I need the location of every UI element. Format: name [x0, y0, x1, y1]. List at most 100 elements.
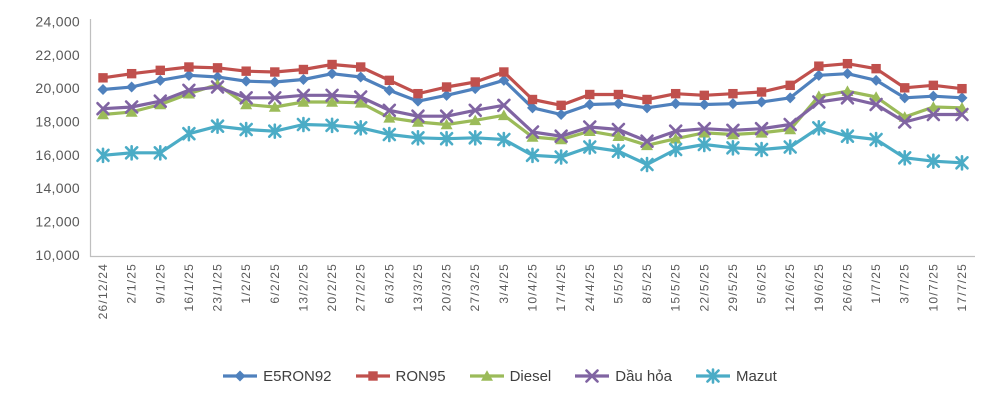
triangle-marker-icon [555, 133, 568, 145]
series-e5ron92 [97, 68, 968, 120]
asterisk-marker-icon [96, 147, 110, 164]
y-tick-label: 16,000 [35, 147, 80, 163]
diamond-marker-icon [383, 84, 395, 96]
x-marker-icon [640, 134, 654, 148]
square-marker-icon [728, 88, 738, 99]
square-marker-icon [556, 100, 566, 111]
y-axis-labels: 24,000 22,000 20,000 18,000 16,000 14,000 12,0… [35, 14, 80, 263]
diamond-marker-icon [670, 98, 682, 110]
diamond-marker-icon [234, 370, 246, 382]
x-tick-label: 5/6/25 [755, 263, 769, 304]
x-marker-icon [239, 91, 253, 105]
x-marker-icon [582, 120, 597, 134]
triangle-marker-icon [583, 125, 596, 136]
x-tick-label: 1/7/25 [869, 263, 883, 304]
square-marker-icon [126, 68, 137, 79]
x-tick-label: 26/12/24 [96, 263, 110, 319]
triangle-marker-icon [641, 139, 654, 151]
asterisk-marker-icon [706, 368, 720, 384]
y-tick-label: 10,000 [35, 247, 80, 263]
asterisk-marker-icon [840, 128, 855, 144]
x-marker-icon [955, 107, 969, 122]
square-marker-icon [499, 67, 509, 77]
x-marker-icon [439, 109, 454, 123]
legend-label: Diesel [509, 367, 552, 385]
x-tick-label: 8/5/25 [640, 263, 654, 304]
legend-item-e5ron92: E5RON92 [223, 367, 332, 385]
square-marker-icon [642, 94, 652, 105]
x-tick-label: 6/3/25 [382, 263, 396, 304]
diamond-marker-icon [154, 74, 166, 86]
y-tick-label: 20,000 [35, 80, 80, 96]
square-marker-icon [928, 80, 939, 91]
triangle-marker-icon [469, 114, 482, 126]
asterisk-marker-icon [267, 123, 282, 139]
square-marker-icon [384, 75, 395, 86]
square-marker-icon [184, 62, 194, 72]
diamond-marker-icon [126, 81, 138, 93]
asterisk-marker-icon [497, 131, 511, 148]
square-marker-icon [241, 66, 251, 76]
legend-label: Mazut [735, 367, 777, 385]
x-tick-label: 13/2/25 [296, 263, 310, 311]
y-tick-label: 24,000 [35, 14, 80, 30]
series-mazut [96, 116, 969, 173]
asterisk-marker-icon [668, 141, 683, 158]
asterisk-marker-icon [182, 125, 196, 142]
y-tick-label: 14,000 [35, 180, 80, 196]
asterisk-marker-icon [554, 149, 568, 165]
diamond-marker-icon [183, 69, 195, 81]
x-marker-icon [382, 103, 397, 118]
x-tick-label: 16/1/25 [182, 263, 196, 311]
x-marker-icon [840, 91, 855, 105]
x-marker-icon [124, 100, 139, 114]
x-marker-icon [554, 129, 568, 143]
diamond-marker-icon [899, 92, 911, 104]
x-marker-icon [812, 95, 826, 109]
asterisk-marker-icon [926, 153, 941, 169]
square-marker-icon [441, 82, 452, 92]
asterisk-marker-icon [210, 118, 225, 134]
diamond-marker-icon [297, 73, 309, 85]
triangle-marker-icon [125, 106, 138, 117]
square-marker-icon [355, 62, 366, 72]
x-marker-icon [585, 369, 600, 383]
x-marker-icon [897, 115, 912, 129]
square-marker-icon [270, 67, 280, 77]
square-marker-icon [670, 88, 681, 99]
x-tick-label: 27/3/25 [468, 263, 482, 311]
x-tick-label: 1/2/25 [239, 263, 253, 304]
x-marker-icon [726, 123, 740, 138]
x-marker-icon [754, 121, 769, 136]
asterisk-marker-icon [640, 156, 654, 173]
legend-label: E5RON92 [263, 367, 332, 385]
x-tick-label: 24/4/25 [583, 263, 597, 311]
diamond-marker-icon [97, 83, 109, 95]
diamond-marker-icon [223, 370, 258, 382]
x-marker-icon [96, 101, 110, 116]
x-marker-icon [697, 121, 712, 136]
diamond-marker-icon [956, 92, 968, 104]
triangle-marker-icon [612, 130, 625, 141]
x-marker-icon [182, 83, 196, 98]
asterisk-marker-icon [124, 145, 139, 161]
square-marker-icon [212, 63, 223, 73]
diamond-marker-icon [498, 74, 510, 86]
x-marker-icon [468, 103, 483, 118]
triangle-marker-icon [755, 127, 768, 138]
x-tick-label: 15/5/25 [669, 263, 683, 311]
triangle-marker-icon [870, 91, 883, 102]
square-marker-icon [585, 89, 595, 100]
x-tick-label: 17/7/25 [955, 263, 969, 311]
x-tick-label: 2/1/25 [125, 263, 139, 304]
diamond-marker-icon [927, 90, 939, 102]
asterisk-marker-icon [525, 147, 540, 164]
x-tick-label: 3/7/25 [898, 263, 912, 304]
diamond-marker-icon [841, 68, 853, 80]
x-marker-icon [267, 91, 282, 105]
triangle-marker-icon [182, 87, 195, 99]
asterisk-marker-icon [468, 130, 483, 146]
x-tick-label: 13/3/25 [411, 263, 425, 311]
asterisk-marker-icon [869, 131, 883, 148]
x-tick-label: 9/1/25 [153, 263, 167, 304]
